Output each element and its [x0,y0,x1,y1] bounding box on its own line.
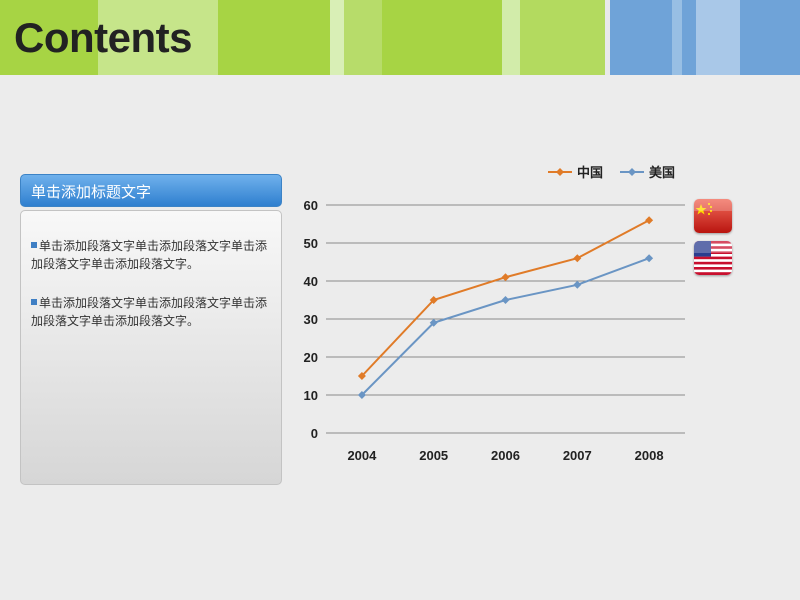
panel-heading: 单击添加标题文字 [20,174,282,207]
x-tick-label: 2004 [347,448,377,463]
header-stripe [218,0,330,75]
line-chart: 0 10 20 30 40 50 60 2004 2005 2006 2007 2008 中国 美国 [304,165,685,463]
data-point [501,296,510,304]
header-stripe [672,0,682,75]
header-stripe [682,0,696,75]
usa-flag-icon [694,241,732,275]
y-tick-label: 30 [304,312,318,327]
data-point [645,216,654,225]
legend-marker [556,168,564,176]
data-point [573,254,582,263]
x-tick-label: 2005 [419,448,448,463]
header-stripe [605,0,610,75]
y-tick-label: 50 [304,236,318,251]
paragraph-text: 单击添加段落文字单击添加段落文字单击添加段落文字单击添加段落文字。 [31,296,268,328]
data-point [357,372,366,380]
header-stripe [502,0,520,75]
china-flag-icon [694,199,732,233]
panel-heading-text: 单击添加标题文字 [31,183,152,201]
x-tick-label: 2008 [635,448,664,463]
data-point [429,296,438,304]
header-stripe [344,0,382,75]
header-banner: Contents [0,0,800,75]
legend-marker [628,168,636,176]
x-tick-label: 2007 [563,448,592,463]
y-tick-label: 20 [304,350,318,365]
y-tick-label: 0 [311,426,318,441]
header-stripe [0,0,98,75]
data-point [429,318,438,327]
data-point [645,254,654,263]
data-point [501,273,510,282]
x-tick-label: 2006 [491,448,520,463]
header-stripe [610,0,672,75]
data-point [573,280,582,289]
legend-label: 中国 [577,165,603,181]
paragraph: 单击添加段落文字单击添加段落文字单击添加段落文字单击添加段落文字。 [31,237,275,273]
header-stripe [382,0,502,75]
header-stripe [520,0,605,75]
panel-body: 单击添加段落文字单击添加段落文字单击添加段落文字单击添加段落文字。 单击添加段落… [20,210,282,485]
header-stripe [696,0,740,75]
y-tick-label: 40 [304,274,318,289]
legend-label: 美国 [649,165,675,181]
y-tick-label: 10 [304,388,318,403]
data-point [357,391,366,399]
page-title: Contents [14,14,193,61]
bullet-icon [31,299,37,305]
header-stripe [740,0,800,75]
bullet-icon [31,242,37,248]
paragraph: 单击添加段落文字单击添加段落文字单击添加段落文字单击添加段落文字。 [31,294,275,330]
paragraph-text: 单击添加段落文字单击添加段落文字单击添加段落文字单击添加段落文字。 [31,239,268,271]
header-stripe [330,0,344,75]
header-stripe [98,0,218,75]
y-tick-label: 60 [304,198,318,213]
